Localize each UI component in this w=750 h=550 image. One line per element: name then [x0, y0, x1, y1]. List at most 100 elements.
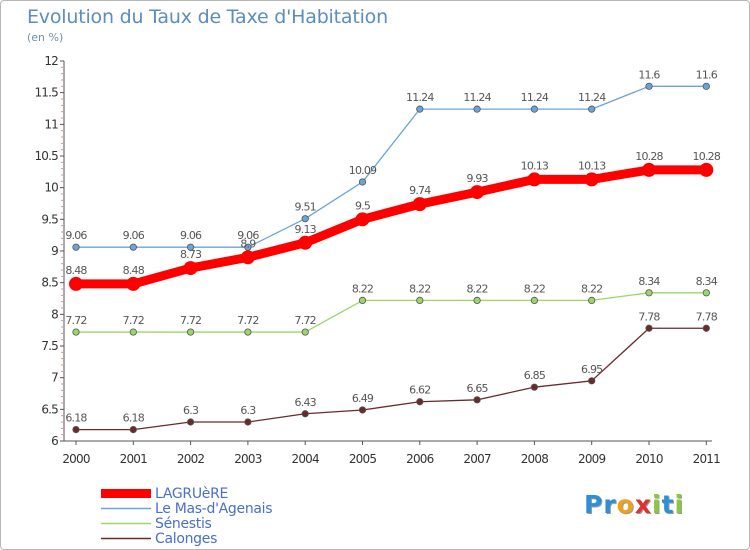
y-minor-tick	[61, 256, 63, 258]
legend-swatch-le-mas-d-agenais	[101, 507, 151, 510]
data-label: 8.22	[352, 282, 373, 295]
y-minor-tick	[61, 396, 63, 398]
data-label: 11.24	[406, 91, 434, 104]
legend-item-senestis: Sénestis	[101, 515, 272, 532]
data-point	[187, 243, 195, 251]
y-minor-tick	[61, 174, 63, 176]
data-label: 6.43	[295, 396, 317, 409]
logo-letter: P	[584, 490, 604, 519]
y-minor-tick	[61, 161, 63, 163]
x-tick-label: 2010	[635, 452, 663, 466]
y-minor-tick	[61, 79, 63, 81]
y-tick-label: 11.5	[34, 86, 58, 100]
y-minor-tick	[61, 73, 63, 75]
y-minor-tick	[61, 225, 63, 227]
y-minor-tick	[61, 149, 63, 151]
y-minor-tick	[61, 111, 63, 113]
y-minor-tick	[61, 364, 63, 366]
y-minor-tick	[61, 104, 63, 106]
proxiti-logo: Proxiti	[584, 490, 684, 519]
y-minor-tick	[61, 294, 63, 296]
data-label: 6.62	[409, 384, 430, 397]
data-point	[699, 162, 714, 177]
data-point	[584, 172, 599, 187]
data-point	[527, 172, 542, 187]
legend-label-lagruere: LAGRUèRE	[155, 485, 229, 502]
data-point	[72, 243, 80, 251]
y-minor-tick	[61, 434, 63, 436]
legend-label-calonges: Calonges	[155, 530, 218, 547]
data-label: 8.9	[240, 237, 256, 250]
y-tick-label: 10	[44, 181, 58, 195]
y-tick-label: 8	[51, 307, 58, 321]
data-label: 10.28	[693, 150, 721, 163]
y-minor-tick	[61, 358, 63, 360]
data-point	[588, 377, 596, 385]
y-tick-label: 11	[44, 117, 58, 131]
y-tick-label: 10.5	[34, 149, 58, 163]
logo-letter: o	[616, 490, 635, 519]
data-label: 8.34	[638, 275, 660, 288]
y-tick-label: 6.5	[41, 402, 58, 416]
data-label: 7.72	[295, 314, 316, 327]
data-point	[126, 276, 141, 291]
y-minor-tick	[61, 244, 63, 246]
y-minor-tick	[61, 301, 63, 303]
data-label: 9.93	[466, 172, 488, 185]
data-label: 7.78	[638, 310, 660, 323]
x-tick-label: 2001	[120, 452, 148, 466]
legend-swatch-senestis	[101, 522, 151, 525]
data-point	[69, 276, 83, 291]
data-point	[645, 324, 653, 332]
data-label: 9.06	[123, 229, 145, 242]
data-point	[412, 197, 427, 212]
chart-title: Evolution du Taux de Taxe d'Habitation	[27, 6, 388, 28]
series-line	[76, 85, 707, 248]
data-label: 8.22	[466, 282, 487, 295]
data-label: 8.22	[581, 282, 602, 295]
y-minor-tick	[61, 370, 63, 372]
data-point	[530, 383, 539, 391]
data-point	[355, 212, 370, 227]
logo-letter: r	[603, 490, 617, 519]
y-minor-tick	[61, 142, 63, 144]
x-tick-label: 2004	[292, 452, 320, 466]
y-minor-tick	[61, 275, 63, 277]
series-line	[76, 165, 707, 289]
data-label: 11.24	[578, 91, 606, 104]
data-label: 6.65	[466, 382, 488, 395]
data-point	[129, 328, 137, 336]
data-label: 11.24	[463, 91, 491, 104]
y-minor-tick	[61, 339, 63, 341]
legend-swatch-lagruere	[101, 489, 151, 498]
data-point	[244, 328, 252, 336]
legend-label-senestis: Sénestis	[155, 515, 212, 532]
y-minor-tick	[61, 269, 63, 271]
y-minor-tick	[61, 180, 63, 182]
data-point	[470, 185, 485, 200]
x-tick-label: 2006	[406, 452, 434, 466]
data-point	[530, 105, 539, 113]
data-point	[72, 328, 80, 336]
data-label: 9.5	[355, 199, 371, 212]
y-minor-tick	[61, 351, 63, 353]
data-label: 7.78	[696, 310, 718, 323]
y-tick-label: 7	[51, 371, 58, 385]
y-minor-tick	[61, 307, 63, 309]
data-point	[129, 425, 137, 434]
y-minor-tick	[61, 326, 63, 328]
y-tick-label: 12	[44, 54, 58, 68]
y-minor-tick	[61, 263, 63, 265]
legend: LAGRUèRE Le Mas-d'Agenais Sénestis Calon…	[101, 485, 273, 547]
y-minor-tick	[61, 212, 63, 214]
data-point	[416, 296, 424, 304]
y-minor-tick	[61, 389, 63, 391]
data-label: 11.6	[638, 68, 660, 81]
chart-subtitle: (en %)	[27, 31, 64, 44]
logo-letter: i	[674, 490, 685, 519]
data-label: 8.48	[123, 264, 145, 277]
data-point	[530, 296, 539, 304]
data-point	[72, 425, 80, 434]
